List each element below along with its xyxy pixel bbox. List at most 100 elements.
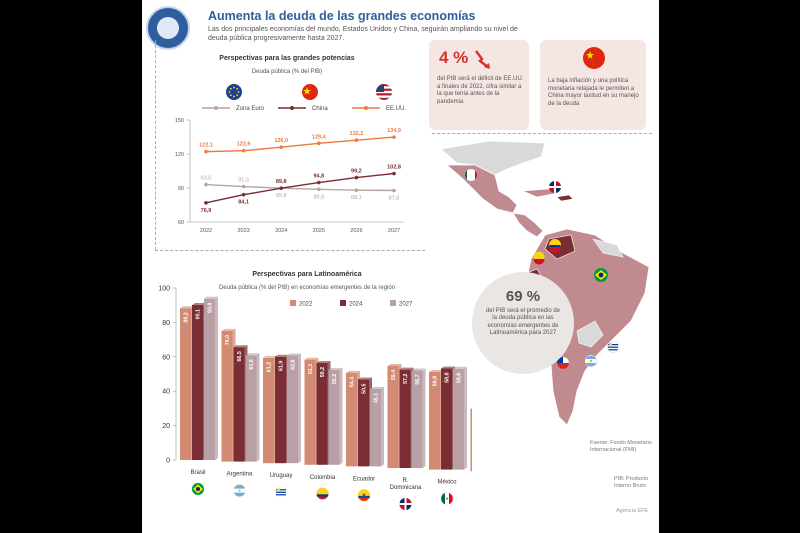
ecuador-flag-icon [357, 489, 371, 502]
bar-value-label: 61,2 [267, 362, 273, 372]
bar [346, 372, 357, 467]
bar [180, 308, 191, 460]
data-point [317, 180, 321, 185]
data-label: 89,8 [276, 179, 287, 185]
line-chart-title: Perspectivas para las grandes potencias [219, 55, 355, 62]
colombia-flag-icon [316, 487, 329, 501]
bar-top [180, 306, 194, 309]
bar-top [275, 354, 289, 357]
data-label: 76,9 [201, 208, 212, 214]
bar [358, 379, 369, 467]
data-label: 87,8 [389, 195, 400, 201]
bar-top [245, 353, 260, 356]
legend-marker [214, 106, 218, 110]
data-point [317, 187, 321, 192]
y-tick-label: 150 [175, 118, 184, 124]
bar-top [221, 328, 236, 331]
bar-value-label: 55,2 [332, 374, 338, 384]
bar [263, 357, 274, 464]
series-line [205, 172, 395, 204]
legend-label: 2024 [349, 302, 363, 308]
bar-value-label: 50,5 [362, 383, 368, 393]
infographic-panel: Aumenta la deuda de las grandes economía… [142, 0, 659, 533]
bar-value-label: 45,1 [374, 393, 380, 403]
bar-value-label: 93,8 [208, 303, 214, 313]
china-flag-icon [583, 47, 605, 69]
bar-value-label: 90,1 [196, 309, 202, 319]
data-label: 89,8 [276, 193, 287, 199]
data-label: 88,1 [351, 195, 362, 201]
category-label: Ecuador [353, 476, 375, 482]
category-label: Uruguay [270, 473, 293, 479]
series-line [205, 136, 395, 153]
down-arrow-icon [475, 50, 490, 69]
bar [287, 355, 298, 464]
bar-top [429, 369, 443, 372]
data-point [204, 182, 208, 187]
dominican-republic-flag-icon [549, 181, 561, 193]
legend-marker [290, 106, 294, 110]
bar-top [192, 303, 206, 306]
x-tick-label: 2024 [275, 228, 287, 234]
dashed-divider [155, 40, 156, 250]
data-label: 122,9 [237, 142, 251, 148]
bar-value-label: 66,5 [237, 351, 243, 361]
latam-map [440, 140, 650, 426]
x-tick-label: 2022 [200, 228, 212, 234]
latam-average-text: del PIB será el promedio de la deuda púb… [485, 308, 561, 336]
bar-value-label: 56,7 [415, 374, 421, 384]
bar [304, 359, 316, 465]
series-line [205, 183, 395, 192]
data-point [241, 192, 246, 197]
x-tick-label: 2027 [388, 228, 400, 234]
data-point [354, 175, 359, 180]
bar-top [399, 367, 414, 370]
y-tick-label: 60 [178, 220, 184, 226]
x-tick-label: 2023 [237, 228, 249, 234]
dashed-divider [155, 250, 425, 251]
bar-value-label: 56,8 [433, 376, 439, 386]
bar [316, 362, 328, 465]
bar-value-label: 58,8 [445, 372, 451, 382]
data-point [204, 201, 208, 205]
agency-credit: Agencia EFE [616, 508, 649, 514]
data-label: 102,8 [387, 164, 401, 170]
category-label: R. [403, 478, 409, 484]
brazil-flag-icon [594, 268, 608, 282]
bar-value-label: 54,4 [350, 377, 356, 387]
data-point [317, 141, 321, 146]
data-label: 129,4 [312, 134, 327, 140]
data-label: 88,8 [313, 194, 324, 200]
y-tick-label: 120 [175, 152, 184, 158]
bar [441, 368, 452, 470]
data-label: 122,1 [199, 143, 213, 149]
eu-flag-icon [226, 84, 242, 100]
ecuador-flag-icon [533, 251, 545, 265]
y-tick-label: 20 [162, 423, 170, 430]
bar-value-label: 58,6 [457, 373, 463, 383]
bar-value-label: 61,9 [279, 361, 285, 371]
bar [387, 365, 399, 468]
colombia-flag-icon [549, 239, 561, 253]
pib-note: PIB: Producto Interno Bruto [614, 476, 648, 489]
latam-average-value: 69 % [505, 288, 541, 305]
legend-swatch [390, 300, 396, 306]
x-tick-label: 2025 [313, 228, 325, 234]
bar-value-label: 57,2 [403, 374, 409, 384]
data-label: 94,8 [313, 174, 324, 180]
data-point [354, 138, 359, 142]
data-point [241, 184, 246, 189]
legend-label: 2022 [299, 302, 313, 308]
bar-value-label: 88,2 [184, 312, 190, 322]
bar-side [298, 353, 301, 464]
bar-value-label: 76,0 [225, 335, 231, 345]
y-tick-label: 80 [162, 320, 170, 327]
bar-top [263, 355, 277, 358]
uruguay-flag-icon [274, 485, 288, 499]
bar-top [453, 366, 467, 369]
bar-value-label: 61,8 [249, 359, 255, 369]
data-point [392, 171, 396, 176]
usa-flag-icon [376, 84, 392, 100]
big-powers-line-chart: Perspectivas para las grandes potencias … [175, 55, 407, 234]
data-label: 126,0 [274, 138, 288, 144]
